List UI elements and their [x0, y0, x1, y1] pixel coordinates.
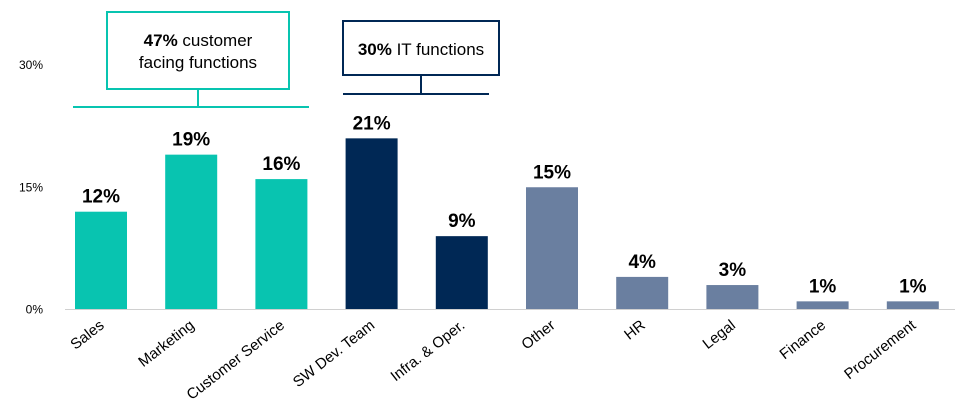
annotation-box-it [342, 20, 500, 76]
y-tick-label: 0% [26, 303, 44, 317]
bar [435, 236, 488, 310]
data-label: 15% [533, 162, 571, 183]
x-tick-label: Marketing [135, 317, 197, 371]
data-label: 1% [809, 276, 837, 297]
annotation-text-it: 30% IT functions [358, 40, 484, 59]
bar [796, 301, 849, 310]
y-tick-label: 30% [19, 58, 43, 72]
x-tick-label: Finance [777, 317, 830, 363]
x-tick-label: Infra. & Oper. [387, 317, 468, 385]
data-label: 1% [899, 276, 927, 297]
x-tick-label: Procurement [841, 316, 920, 383]
bar [616, 276, 669, 310]
data-label: 4% [628, 252, 656, 273]
data-label: 9% [448, 211, 476, 232]
y-tick-label: 15% [19, 180, 43, 194]
x-tick-label: Other [518, 317, 558, 353]
data-label: 19% [172, 130, 210, 151]
bar [706, 285, 759, 310]
data-label: 12% [82, 187, 120, 208]
x-tick-label: SW Dev. Team [290, 317, 378, 391]
bar [526, 187, 578, 310]
bar [75, 211, 127, 310]
bar [345, 138, 398, 310]
bars: 12% 19% 16% 21% 9% 15% 4% 3% 1% 1% [75, 113, 939, 310]
x-tick-label: Legal [699, 317, 738, 353]
bar [886, 301, 939, 310]
annotation-text-customer-line2: facing functions [139, 53, 257, 72]
annotation-text-customer: 47% customer [144, 31, 253, 50]
bar [255, 179, 308, 310]
annotation-it-functions: 30% IT functions [342, 20, 500, 95]
data-label: 3% [719, 260, 747, 281]
data-label: 16% [262, 154, 300, 175]
x-tick-label: Customer Service [183, 317, 287, 404]
y-axis-ticks: 0% 15% 30% [19, 58, 43, 317]
x-tick-label: Sales [67, 317, 107, 354]
x-tick-label: HR [621, 317, 649, 344]
annotation-box-customer [106, 11, 290, 90]
bar [165, 154, 218, 310]
data-label: 21% [353, 113, 391, 134]
annotation-customer-facing: 47% customer facing functions [73, 11, 309, 108]
